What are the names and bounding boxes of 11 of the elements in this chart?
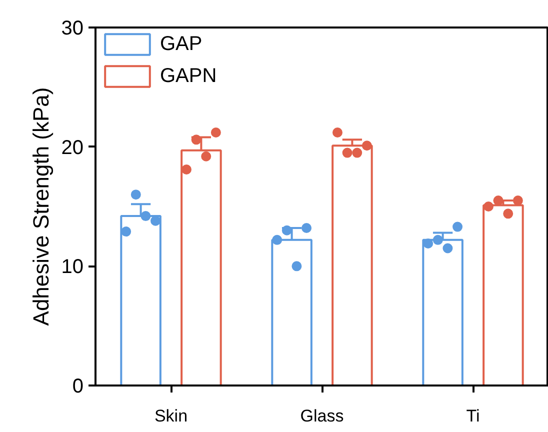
y-tick-label: 30 xyxy=(61,18,84,40)
x-tick-label: Glass xyxy=(300,406,344,426)
y-tick-label: 20 xyxy=(61,136,84,159)
legend-label: GAPN xyxy=(160,64,217,88)
legend-label: GAP xyxy=(160,32,202,56)
y-tick-label: 10 xyxy=(61,256,84,278)
bar xyxy=(332,144,373,386)
y-axis-title: Adhesive Strength (kPa) xyxy=(28,87,54,326)
x-tick-label: Skin xyxy=(154,406,188,426)
x-tick-label: Ti xyxy=(466,406,480,426)
y-tick-label: 0 xyxy=(72,376,84,398)
